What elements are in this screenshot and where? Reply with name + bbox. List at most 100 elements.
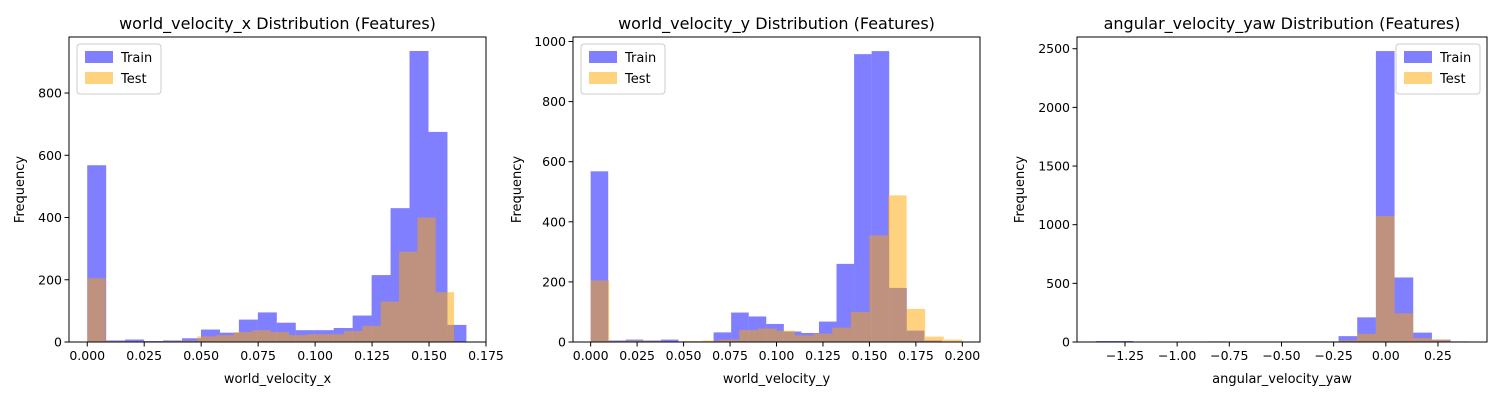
bar-test-13 (325, 334, 345, 342)
bar-test-19 (435, 292, 455, 342)
bar-test-8 (233, 332, 253, 342)
y-tick-label: 800 (38, 86, 62, 101)
legend-label-test: Test (120, 72, 147, 87)
y-tick-label: 1000 (1038, 217, 1070, 232)
y-tick-label: 600 (38, 148, 62, 163)
x-tick-label: 0.075 (712, 348, 748, 363)
bar-train-7 (713, 332, 732, 342)
legend-swatch-train (1404, 51, 1432, 63)
legend-label-train: Train (120, 51, 152, 66)
axes-frame (68, 36, 487, 343)
x-tick-label: 0.00 (1372, 348, 1400, 363)
bar-train-14 (836, 263, 855, 342)
series-train (1095, 51, 1470, 342)
x-tick-label: −0.75 (1210, 348, 1248, 363)
bar-test-16 (380, 301, 400, 342)
bar-test-6 (702, 340, 721, 342)
legend-swatch-test (85, 72, 113, 84)
bar-test-8 (739, 329, 758, 342)
y-tick-label: 800 (542, 94, 566, 109)
bar-train-2 (125, 339, 145, 342)
bar-test-18 (925, 336, 944, 342)
y-tick-label: 2500 (1038, 41, 1070, 56)
series-test (590, 195, 963, 342)
x-tick-label: 0.050 (183, 348, 219, 363)
bar-test-2 (627, 340, 647, 342)
x-tick-label: 0.000 (573, 348, 609, 363)
bar-test-9 (252, 330, 271, 342)
y-tick-label: 600 (542, 154, 566, 169)
bar-train-17 (1413, 332, 1432, 342)
bar-test-6 (197, 336, 216, 342)
x-tick-label: 0.050 (666, 348, 702, 363)
bar-test-13 (1338, 340, 1358, 342)
x-tick-label: 0.25 (1424, 348, 1452, 363)
y-axis-label: Frequency (510, 156, 525, 223)
y-tick-label: 400 (38, 210, 62, 225)
bar-test-5 (178, 340, 198, 342)
bar-test-7 (215, 335, 234, 342)
chart-panel-1: 0.000 0.025 0.050 0.075 0.100 0.125 0.150 0.175… (13, 14, 504, 387)
x-tick-label: 0.075 (240, 348, 276, 363)
legend: Train Test (580, 43, 666, 95)
x-axis-label: world_velocity_y (723, 372, 831, 387)
x-tick-label: −1.00 (1158, 348, 1196, 363)
chart-title: angular_velocity_yaw Distribution (Featu… (1104, 14, 1461, 34)
series-test (87, 217, 455, 342)
x-tick-label: 0.200 (944, 348, 980, 363)
legend-label-test: Test (624, 72, 651, 87)
x-tick-label: 0.150 (852, 348, 888, 363)
legend-swatch-train (85, 51, 113, 63)
bar-test-19 (943, 339, 963, 342)
bar-test-10 (776, 330, 796, 342)
bar-train-4 (660, 339, 679, 342)
x-tick-label: −1.25 (1106, 348, 1144, 363)
chart-panel-2: 0.000 0.025 0.050 0.075 0.100 0.125 0.150 0.175… (510, 14, 981, 387)
legend-swatch-test (589, 72, 617, 84)
legend-label-train: Train (624, 51, 656, 66)
x-tick-label: 0.125 (805, 348, 841, 363)
x-axis-label: world_velocity_x (224, 372, 332, 387)
x-tick-label: 0.175 (468, 348, 504, 363)
chart-title: world_velocity_x Distribution (Features) (119, 14, 436, 34)
bar-test-0 (590, 280, 610, 342)
bar-test-17 (906, 308, 926, 342)
bar-test-0 (87, 278, 106, 342)
y-tick-label: 1500 (1038, 159, 1070, 174)
y-tick-label: 2000 (1038, 100, 1070, 115)
bar-test-10 (270, 332, 290, 342)
bar-train-13 (1338, 336, 1358, 342)
bar-train-5 (182, 338, 201, 342)
y-tick-label: 200 (38, 272, 62, 287)
bar-test-14 (850, 311, 870, 342)
legend-label-train: Train (1439, 51, 1471, 66)
chart-panel-3: −1.25 −1.00 −0.75 −0.50 −0.25 0.00 0.25 0 500 100… (1013, 14, 1488, 387)
bar-test-7 (720, 339, 740, 342)
bar-test-14 (1357, 333, 1376, 342)
bar-test-15 (362, 325, 381, 342)
bar-test-13 (832, 327, 851, 342)
bar-test-15 (1375, 215, 1395, 342)
bar-test-17 (1413, 337, 1432, 342)
x-tick-label: 0.150 (411, 348, 447, 363)
chart-title: world_velocity_y Distribution (Features) (618, 14, 935, 34)
bar-test-14 (344, 331, 363, 342)
bar-test-12 (307, 334, 326, 342)
legend: Train Test (1395, 43, 1481, 95)
y-tick-label: 0 (1062, 335, 1070, 350)
legend-label-test: Test (1439, 72, 1466, 87)
x-tick-label: 0.000 (69, 348, 105, 363)
bar-test-16 (888, 195, 907, 342)
x-axis-label: angular_velocity_yaw (1212, 372, 1352, 387)
x-tick-label: 0.025 (619, 348, 655, 363)
bar-test-15 (869, 235, 889, 342)
x-tick-label: 0.175 (898, 348, 934, 363)
bar-test-12 (813, 333, 833, 342)
legend-swatch-test (1404, 72, 1432, 84)
x-tick-label: 0.100 (297, 348, 333, 363)
bar-train-15 (854, 54, 872, 342)
axes-frame (1076, 36, 1488, 343)
bar-test-9 (757, 328, 777, 342)
y-axis-label: Frequency (13, 156, 28, 223)
